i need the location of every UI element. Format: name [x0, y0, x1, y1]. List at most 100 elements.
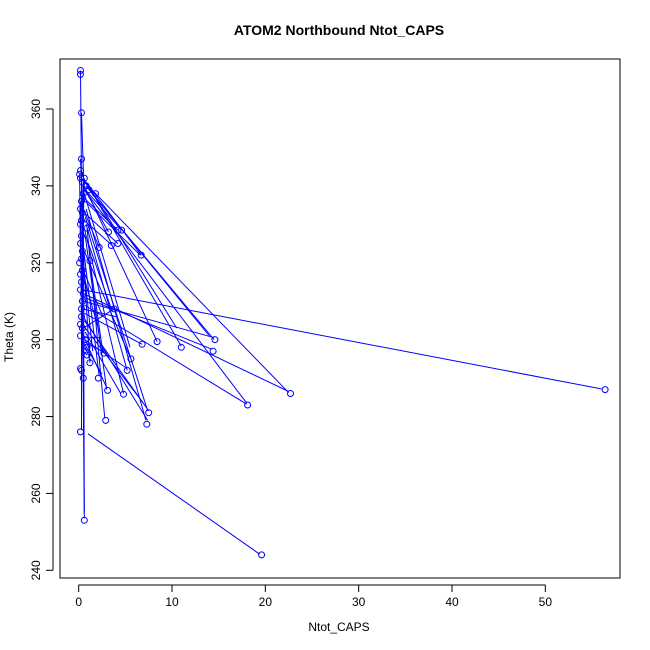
data-point — [118, 226, 126, 234]
series-line-segment — [84, 331, 122, 394]
data-point — [77, 428, 84, 436]
data-point — [258, 551, 266, 559]
data-point — [78, 297, 86, 305]
series-line-segment — [84, 200, 141, 256]
y-axis: 240 260 280 300 320 340 360 — [29, 99, 54, 580]
data-point — [92, 190, 99, 198]
data-point — [86, 359, 94, 367]
series-line-segment — [87, 433, 260, 555]
data-point — [78, 197, 85, 205]
data-point — [78, 266, 86, 274]
data-point — [77, 70, 84, 78]
x-tick-label: 50 — [539, 595, 553, 609]
series-line-segment — [85, 224, 128, 371]
y-tick-label: 280 — [29, 406, 43, 426]
x-axis: 0 10 20 30 40 50 — [75, 584, 553, 609]
data-point — [78, 305, 85, 313]
data-point — [77, 205, 84, 213]
series-line-segment — [83, 312, 143, 345]
data-point — [78, 155, 85, 163]
data-point — [153, 338, 161, 346]
data-point — [83, 351, 91, 359]
data-point — [114, 226, 122, 234]
data-point — [83, 343, 91, 351]
data-point — [287, 390, 294, 397]
data-point — [77, 167, 84, 174]
data-point — [77, 67, 84, 74]
series-line-segment — [84, 304, 247, 405]
series-line-segment — [85, 208, 147, 421]
series-line-segment — [84, 339, 128, 369]
data-point — [105, 228, 112, 236]
x-tick-label: 30 — [352, 595, 366, 609]
data-point — [137, 251, 145, 259]
series-line-segment — [82, 308, 117, 318]
data-point — [78, 255, 85, 263]
data-point — [120, 390, 127, 398]
data-point — [76, 259, 84, 267]
data-point — [77, 270, 84, 278]
data-point — [81, 336, 89, 344]
data-point — [86, 257, 94, 265]
data-point — [78, 278, 85, 286]
y-tick-label: 340 — [29, 176, 43, 196]
data-point — [79, 290, 87, 297]
x-axis-label: Ntot_CAPS — [308, 620, 369, 634]
data-point — [85, 186, 93, 194]
data-point — [104, 386, 112, 394]
data-point — [100, 349, 108, 357]
data-point — [77, 174, 84, 182]
series-line-segment — [88, 189, 215, 340]
series-line-segment — [86, 228, 106, 419]
data-point — [209, 347, 217, 355]
series-line-segment — [82, 323, 144, 404]
data-point — [114, 240, 122, 247]
data-point — [78, 217, 85, 224]
plot-frame — [59, 58, 621, 579]
data-point — [77, 320, 84, 328]
series-line-segment — [84, 216, 149, 411]
series-line-segment — [86, 193, 109, 233]
data-point — [80, 174, 88, 182]
data-point — [601, 386, 609, 394]
series-line-segment — [80, 70, 82, 183]
data-point — [79, 190, 87, 198]
series-line-segment — [82, 247, 100, 377]
data-point — [127, 355, 135, 363]
y-tick-label: 360 — [29, 99, 43, 119]
series-line-segment — [84, 189, 122, 231]
data-point — [78, 366, 85, 374]
y-tick-label: 300 — [29, 329, 43, 349]
x-tick-label: 20 — [259, 595, 273, 609]
data-point — [143, 420, 151, 428]
data-point — [77, 332, 84, 340]
series-line-segment — [83, 181, 290, 394]
y-tick-label: 320 — [29, 252, 43, 272]
x-tick-label: 0 — [75, 595, 82, 609]
data-point — [78, 109, 85, 117]
data-point — [145, 409, 153, 417]
data-point — [78, 178, 86, 186]
data-point — [138, 340, 146, 348]
series-line-segment — [83, 343, 103, 375]
x-tick-label: 10 — [165, 595, 179, 609]
series-line-segment — [85, 181, 182, 347]
data-point — [79, 374, 87, 382]
y-tick-label: 240 — [29, 560, 43, 580]
series-line-segment — [86, 239, 112, 310]
data-point — [83, 224, 91, 232]
series-line-segment — [86, 343, 105, 353]
data-point — [123, 366, 131, 374]
series-line-segment — [83, 212, 119, 244]
data-point — [78, 247, 86, 255]
series-line-segment — [85, 181, 178, 329]
series-line-segment — [82, 197, 119, 231]
y-tick-label: 260 — [29, 483, 43, 503]
data-point — [77, 220, 84, 228]
data-point — [95, 243, 103, 251]
data-point — [94, 374, 102, 382]
data-point — [78, 232, 85, 240]
data-point — [107, 242, 115, 249]
series-line-segment — [83, 308, 115, 329]
